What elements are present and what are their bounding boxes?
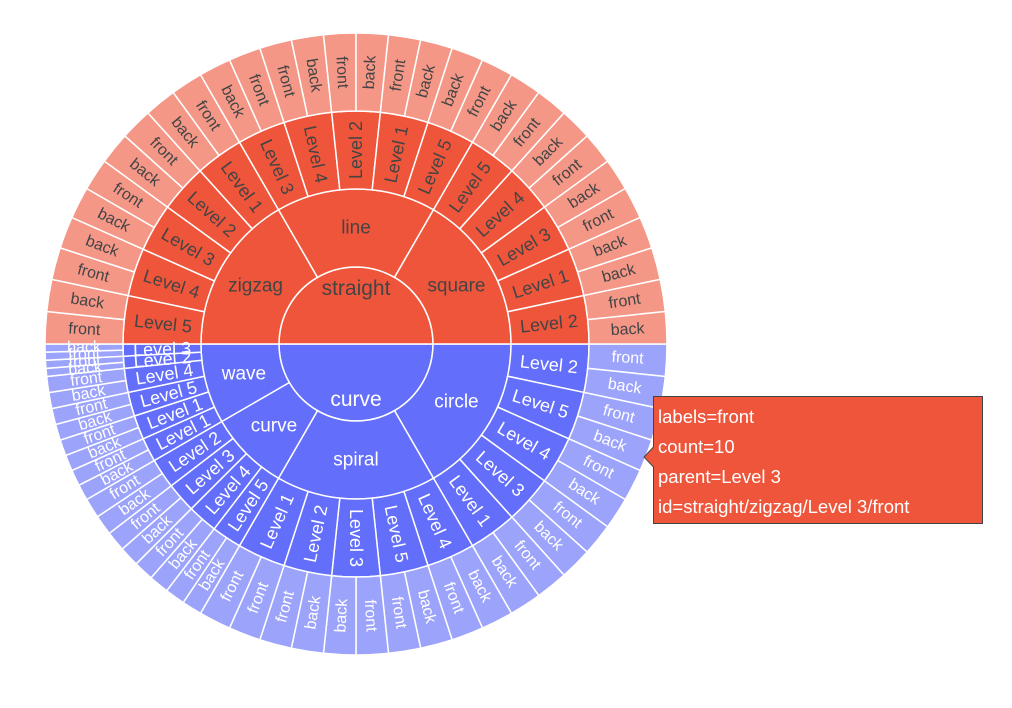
tooltip-line: id=straight/zigzag/Level 3/front bbox=[658, 496, 910, 517]
sunburst-sector[interactable] bbox=[44, 343, 124, 353]
tooltip-box bbox=[643, 396, 983, 524]
tooltip-line: count=10 bbox=[658, 436, 735, 457]
sunburst-sector[interactable] bbox=[586, 310, 668, 345]
tooltip-lines: labels=front count=10 parent=Level 3 id=… bbox=[658, 402, 909, 522]
hover-tooltip: labels=front count=10 parent=Level 3 id=… bbox=[643, 396, 983, 524]
tooltip-shape bbox=[643, 396, 983, 524]
tooltip-line: parent=Level 3 bbox=[658, 466, 781, 487]
tooltip-line: labels=front bbox=[658, 406, 755, 427]
